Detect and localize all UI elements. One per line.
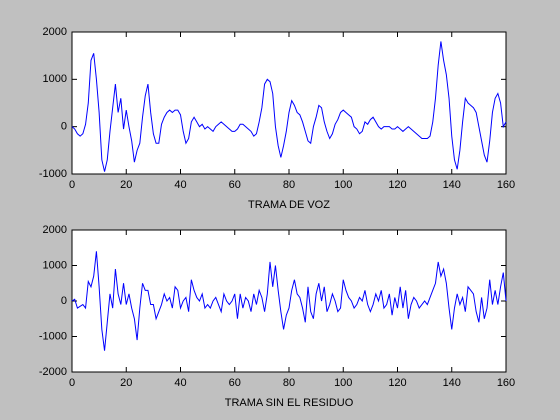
x-tick-label: 140 [443,377,461,389]
x-tick-label: 20 [120,179,132,191]
x-tick-label: 100 [334,377,352,389]
x-tick-label: 0 [69,179,75,191]
x-tick-label: 80 [283,377,295,389]
x-tick-label: 100 [334,179,352,191]
y-tick-label: -1000 [39,330,67,342]
x-tick-label: 120 [388,179,406,191]
x-tick-label: 40 [174,377,186,389]
line [71,251,507,351]
plot-area [71,229,507,373]
x-tick-label: 60 [229,179,241,191]
y-tick-label: 1000 [43,259,67,271]
x-tick-label: 160 [497,179,515,191]
x-tick-label: 80 [283,179,295,191]
x-tick-label: 120 [388,377,406,389]
y-tick-label: -2000 [39,366,67,378]
x-axis-label: TRAMA SIN EL RESIDUO [225,397,354,409]
y-tick-label: 0 [61,121,67,133]
y-tick-label: 2000 [43,224,67,236]
plot-area [71,31,507,175]
y-tick-label: -1000 [39,168,67,180]
x-tick-label: 0 [69,377,75,389]
y-tick-label: 0 [61,295,67,307]
y-tick-label: 1000 [43,73,67,85]
x-tick-label: 40 [174,179,186,191]
x-tick-label: 140 [443,179,461,191]
x-tick-label: 160 [497,377,515,389]
y-tick-label: 2000 [43,26,67,38]
x-axis-label: TRAMA DE VOZ [248,199,330,211]
x-tick-label: 20 [120,377,132,389]
x-tick-label: 60 [229,377,241,389]
line [71,41,507,172]
